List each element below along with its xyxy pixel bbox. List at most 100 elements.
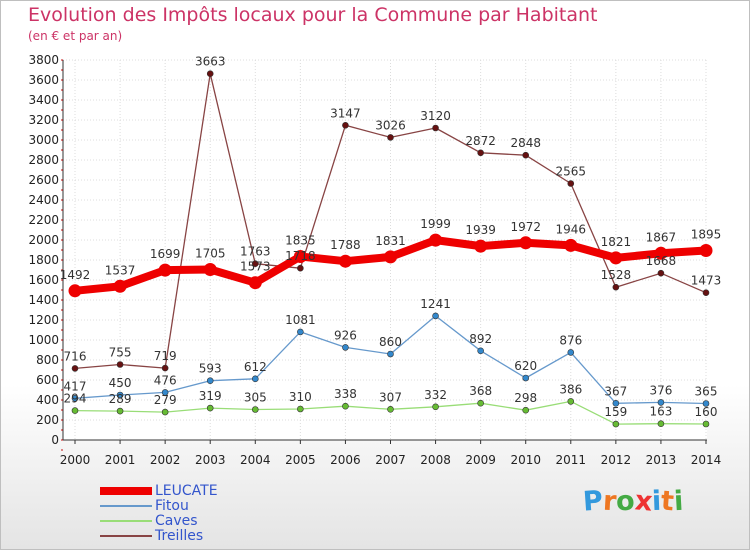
- y-minor-tick-mark: [61, 229, 63, 231]
- data-point-treilles: [387, 134, 394, 141]
- data-point-treilles: [657, 269, 665, 277]
- x-tick-label: 2003: [195, 453, 226, 467]
- data-point-treilles: [206, 70, 214, 77]
- data-label-leucate: 1835: [285, 234, 316, 248]
- y-tick-mark: [61, 259, 63, 261]
- y-tick-label: 1800: [28, 253, 59, 267]
- x-tick-label: 2014: [691, 453, 722, 467]
- data-label-caves: 386: [559, 382, 582, 396]
- data-label-fitou: 593: [199, 362, 222, 376]
- data-label-treilles: 716: [64, 349, 87, 363]
- data-point-treilles: [251, 260, 259, 268]
- data-point-treilles: [161, 364, 169, 372]
- data-label-leucate: 1537: [105, 263, 136, 277]
- legend-label-fitou: Fitou: [155, 498, 189, 514]
- x-tick-label: 2007: [375, 453, 406, 467]
- y-tick-mark: [61, 99, 63, 101]
- data-point-fitou: [116, 391, 124, 399]
- data-point-fitou: [567, 349, 575, 356]
- data-label-caves: 289: [109, 392, 132, 406]
- data-label-treilles: 3663: [195, 55, 226, 69]
- data-point-leucate: [474, 239, 488, 253]
- data-label-leucate: 1972: [510, 220, 541, 234]
- data-point-caves: [522, 406, 530, 414]
- y-minor-tick-mark: [61, 369, 63, 371]
- y-minor-tick-mark: [61, 429, 63, 431]
- x-tick-label: 2010: [510, 453, 541, 467]
- data-point-caves: [297, 405, 304, 413]
- data-label-treilles: 2872: [465, 134, 496, 148]
- data-label-leucate: 1999: [420, 217, 451, 231]
- data-point-treilles: [477, 149, 484, 157]
- y-minor-tick-mark: [61, 349, 63, 351]
- logo-letter: x: [633, 485, 654, 518]
- data-point-fitou: [161, 389, 169, 396]
- y-tick-label: 3000: [28, 133, 59, 147]
- data-label-leucate: 1573: [240, 260, 271, 274]
- data-point-fitou: [71, 394, 79, 402]
- data-label-leucate: 1939: [465, 223, 496, 237]
- data-point-fitou: [206, 377, 214, 385]
- data-label-fitou: 926: [334, 328, 357, 342]
- y-tick-mark: [61, 119, 63, 121]
- y-tick-label: 1000: [28, 333, 59, 347]
- y-minor-tick-mark: [61, 269, 63, 271]
- data-point-leucate: [293, 250, 307, 263]
- y-tick-label: 2400: [28, 193, 59, 207]
- x-tick-label: 2001: [105, 453, 136, 467]
- data-point-caves: [161, 408, 169, 416]
- y-tick-mark: [61, 139, 63, 141]
- data-label-caves: 307: [379, 390, 402, 404]
- y-tick-mark: [61, 419, 63, 421]
- data-label-caves: 159: [604, 405, 627, 419]
- data-label-treilles: 1668: [646, 254, 677, 268]
- data-label-leucate: 1946: [556, 222, 587, 236]
- y-tick-label: 2600: [28, 173, 59, 187]
- y-tick-label: 200: [36, 413, 59, 427]
- y-tick-label: 2800: [28, 153, 59, 167]
- data-point-treilles: [116, 361, 124, 368]
- data-point-leucate: [654, 246, 668, 260]
- x-tick-label: 2011: [556, 453, 587, 467]
- y-tick-mark: [61, 359, 63, 361]
- data-point-caves: [702, 420, 710, 428]
- y-minor-tick-mark: [61, 109, 63, 111]
- data-point-leucate: [113, 279, 127, 293]
- y-tick-label: 3200: [28, 113, 59, 127]
- y-tick-mark: [61, 379, 63, 381]
- data-point-fitou: [477, 347, 484, 355]
- x-tick-label: 2005: [285, 453, 316, 467]
- y-tick-mark: [61, 299, 63, 301]
- x-tick-label: 2000: [60, 453, 91, 467]
- x-tick-label: 2006: [330, 453, 361, 467]
- y-tick-label: 1200: [28, 313, 59, 327]
- data-point-fitou: [342, 344, 349, 351]
- data-label-fitou: 417: [64, 379, 87, 393]
- y-tick-mark: [61, 59, 63, 61]
- data-label-caves: 310: [289, 390, 312, 404]
- data-label-caves: 294: [64, 392, 87, 406]
- data-label-caves: 163: [649, 405, 672, 419]
- x-tick-label: 2002: [150, 453, 181, 467]
- data-point-leucate: [699, 244, 713, 257]
- y-minor-tick-mark: [61, 289, 63, 291]
- data-label-caves: 279: [154, 393, 177, 407]
- data-label-treilles: 2565: [556, 165, 587, 179]
- data-point-leucate: [203, 263, 217, 276]
- data-label-fitou: 1241: [420, 297, 451, 311]
- y-tick-mark: [61, 339, 63, 341]
- data-label-fitou: 476: [154, 373, 177, 387]
- y-tick-mark: [61, 439, 63, 441]
- y-minor-tick-mark: [61, 389, 63, 391]
- data-label-treilles: 3026: [375, 118, 406, 132]
- y-tick-label: 3400: [28, 93, 59, 107]
- y-tick-mark: [61, 239, 63, 241]
- y-tick-label: 600: [36, 373, 59, 387]
- x-tick-label: 2004: [240, 453, 271, 467]
- y-tick-label: 1600: [28, 273, 59, 287]
- data-label-leucate: 1867: [646, 230, 677, 244]
- data-label-fitou: 365: [695, 385, 718, 399]
- y-minor-tick-mark: [61, 409, 63, 411]
- data-label-fitou: 892: [469, 332, 492, 346]
